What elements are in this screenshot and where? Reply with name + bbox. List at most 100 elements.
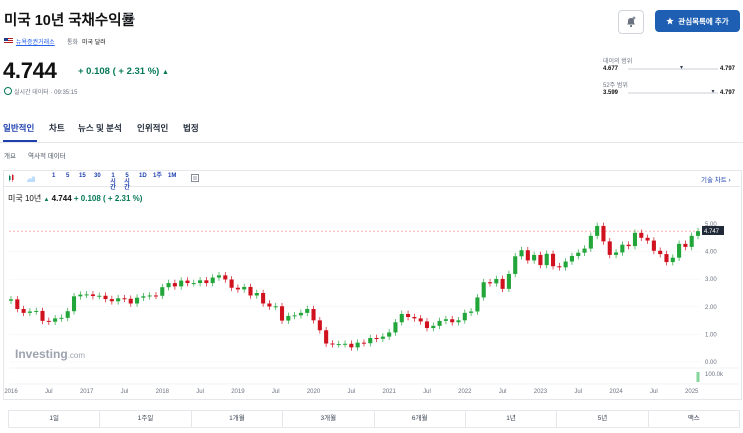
period-1w[interactable]: 1주일 [100, 411, 192, 427]
x-tick-label: 2018 [156, 389, 170, 395]
compare-icon[interactable] [191, 174, 199, 182]
period-1m[interactable]: 1개월 [192, 411, 284, 427]
candle-body [632, 232, 638, 247]
tab-forum[interactable]: 법정 [183, 123, 199, 133]
interval-1w[interactable]: 1주 [153, 173, 162, 179]
x-tick-label: Jul [45, 389, 53, 395]
subtab-overview[interactable]: 개요 [4, 153, 16, 160]
tab-chart[interactable]: 차트 [49, 123, 65, 133]
exchange-link[interactable]: 뉴욕증권거래소 [16, 40, 55, 46]
legend-change-percent: ( + 2.31 %) [103, 194, 143, 203]
candle-body [15, 299, 20, 310]
candle-body [387, 332, 392, 337]
interval-30[interactable]: 30 [94, 173, 101, 179]
candle-body [639, 232, 644, 238]
candle-body [46, 320, 51, 322]
day-range-high: 4.797 [720, 66, 736, 72]
interval-1[interactable]: 1 [52, 173, 56, 179]
volume-bar [696, 372, 700, 382]
candle-body [8, 299, 14, 301]
interval-1m[interactable]: 1M [168, 173, 177, 179]
week52-range-high: 4.797 [720, 90, 736, 96]
x-tick-label: Jul [196, 389, 204, 395]
candle-body [431, 325, 436, 329]
candle-body [481, 282, 486, 298]
tab-news[interactable]: 뉴스 및 분석 [78, 123, 122, 133]
candle-body [487, 282, 493, 284]
period-1d[interactable]: 1일 [9, 411, 101, 427]
alert-button[interactable] [618, 10, 644, 34]
candle-body [216, 275, 222, 278]
candle-body [557, 266, 562, 268]
period-max[interactable]: 맥스 [687, 415, 700, 422]
x-tick-label: 2024 [609, 389, 623, 395]
candle-body [254, 293, 259, 296]
week52-range-bar [628, 92, 718, 94]
tab-technical[interactable]: 인위적인 [137, 123, 169, 133]
add-to-watchlist-button[interactable]: 관심목록에 추가 [655, 10, 740, 32]
candle-body [191, 283, 196, 285]
candle-body [506, 273, 511, 289]
candle-body [179, 280, 184, 287]
candle-body [223, 275, 228, 280]
candle-body [456, 320, 461, 323]
week52-range-low: 3.599 [603, 90, 619, 96]
candle-body [677, 243, 682, 258]
candle-body [128, 298, 133, 304]
area-chart-icon[interactable] [27, 174, 35, 182]
candle-body [418, 318, 423, 322]
candle-body [78, 294, 83, 297]
interval-5[interactable]: 5 [66, 173, 70, 179]
candle-body [305, 309, 310, 313]
interval-1h[interactable]: 1시간 [110, 173, 116, 191]
candle-body [298, 312, 303, 316]
candle-body [147, 295, 152, 297]
candle-body [292, 315, 297, 317]
candle-body [525, 250, 530, 261]
tab-overview[interactable]: 일반적인 [3, 123, 35, 133]
info-icon[interactable]: i [124, 13, 134, 23]
candle-body [406, 313, 411, 318]
candle-body [59, 317, 64, 319]
candle-body [27, 311, 32, 313]
x-tick-label: 2021 [382, 389, 396, 395]
candle-body [450, 319, 455, 323]
candle-body [626, 244, 631, 247]
candle-body [349, 343, 354, 348]
period-3m[interactable]: 3개월 [283, 411, 375, 427]
candle-body [601, 225, 606, 242]
period-5y[interactable]: 5년 [557, 411, 649, 427]
advanced-chart-link[interactable]: 기술 차트 › [701, 177, 731, 184]
page-title: 미국 10년 국채수익률 [4, 13, 135, 29]
current-value-tag [702, 225, 724, 235]
chart-container [3, 170, 742, 400]
period-1y[interactable]: 1년 [466, 411, 558, 427]
interval-1d[interactable]: 1D [139, 173, 147, 179]
candle-body [424, 321, 430, 329]
interval-15[interactable]: 15 [79, 173, 86, 179]
candle-body [695, 231, 701, 236]
candle-body [21, 309, 26, 313]
candle-body [311, 309, 316, 321]
candle-body [248, 286, 253, 296]
x-tick-label: Jul [272, 389, 280, 395]
candle-body [563, 261, 568, 268]
candle-body [166, 283, 171, 288]
candle-body [342, 343, 348, 345]
day-range-marker: ▾ [680, 65, 684, 71]
period-6m[interactable]: 6개월 [375, 411, 466, 427]
candle-body [34, 310, 39, 312]
interval-5h[interactable]: 5시간 [124, 173, 130, 191]
week52-range-marker: ▾ [711, 89, 715, 95]
candle-body [261, 293, 266, 304]
candlestick-type-icon[interactable] [8, 174, 16, 182]
price-change: + 0.108 ( + 2.31 %) ▲ [78, 66, 169, 77]
change-percent: ( + 2.31 %) [112, 66, 160, 77]
subtab-historical-data[interactable]: 역사적 데이터 [28, 153, 66, 160]
candle-body [658, 250, 663, 255]
candle-body [210, 277, 215, 284]
x-tick-label: Jul [348, 389, 356, 395]
candle-body [242, 286, 247, 290]
candle-body [53, 318, 58, 322]
